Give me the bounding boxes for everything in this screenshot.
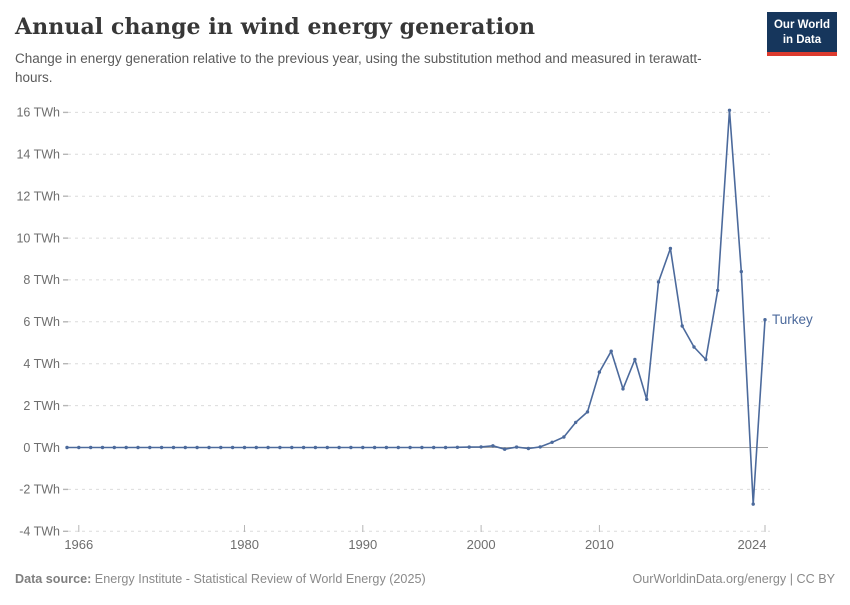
data-point[interactable] bbox=[301, 445, 306, 450]
data-point[interactable] bbox=[290, 445, 294, 450]
data-point[interactable] bbox=[77, 445, 81, 450]
data-point[interactable] bbox=[183, 445, 187, 450]
y-axis-label: 2 TWh bbox=[23, 399, 60, 413]
owid-logo-line1: Our World bbox=[773, 19, 830, 31]
data-point[interactable] bbox=[716, 288, 720, 293]
y-axis-label: 4 TWh bbox=[23, 357, 60, 371]
data-point[interactable] bbox=[136, 445, 140, 450]
data-point[interactable] bbox=[680, 324, 684, 328]
data-point[interactable] bbox=[491, 444, 495, 448]
x-axis: 1966 1980 1990 2000 2010 2024 bbox=[64, 525, 766, 552]
data-point[interactable] bbox=[384, 445, 389, 450]
data-point[interactable] bbox=[65, 445, 69, 450]
data-point[interactable] bbox=[207, 445, 211, 450]
owid-logo: Our World in Data bbox=[766, 12, 837, 56]
data-point[interactable] bbox=[597, 370, 602, 374]
data-point[interactable] bbox=[467, 445, 471, 449]
y-axis-label: 10 TWh bbox=[16, 231, 60, 245]
data-point[interactable] bbox=[159, 445, 164, 450]
owid-credit-link: OurWorldinData.org/energy | CC BY bbox=[632, 572, 835, 586]
y-axis-label: 12 TWh bbox=[16, 190, 60, 204]
data-point[interactable] bbox=[538, 445, 542, 449]
data-point[interactable] bbox=[668, 246, 673, 251]
data-point[interactable] bbox=[739, 269, 743, 274]
owid-logo-line2: in Data bbox=[782, 33, 822, 46]
data-point[interactable] bbox=[148, 445, 152, 450]
data-point[interactable] bbox=[514, 445, 519, 449]
data-source-note: Data source: Energy Institute - Statisti… bbox=[15, 572, 426, 586]
data-point[interactable] bbox=[112, 445, 117, 450]
data-point[interactable] bbox=[645, 397, 649, 401]
data-point[interactable] bbox=[455, 445, 460, 449]
data-point[interactable] bbox=[195, 445, 199, 450]
data-point[interactable] bbox=[266, 445, 270, 450]
data-point[interactable] bbox=[704, 357, 708, 362]
y-axis-label: 14 TWh bbox=[16, 148, 60, 162]
data-point[interactable] bbox=[585, 410, 590, 414]
x-axis-label: 2024 bbox=[738, 537, 767, 552]
data-point[interactable] bbox=[503, 447, 507, 451]
y-gridlines-and-labels: -4 TWh -2 TWh 0 TWh 2 TWh 4 TWh 6 TWh 8 TWh 10 … bbox=[16, 106, 770, 539]
data-point[interactable] bbox=[89, 445, 93, 450]
x-axis-label: 1966 bbox=[64, 537, 93, 552]
data-point[interactable] bbox=[124, 445, 128, 450]
data-source-text: Energy Institute - Statistical Review of… bbox=[94, 572, 426, 586]
data-point[interactable] bbox=[609, 349, 613, 353]
data-point[interactable] bbox=[562, 435, 566, 439]
data-source-label: Data source: bbox=[15, 572, 92, 586]
entity-label-turkey[interactable]: Turkey bbox=[772, 312, 813, 327]
chart-subtitle: Change in energy generation relative to … bbox=[15, 51, 702, 86]
chart-header: Annual change in wind energy generation … bbox=[15, 14, 760, 87]
y-axis-label: 6 TWh bbox=[23, 315, 60, 329]
data-point[interactable] bbox=[420, 445, 424, 450]
y-axis-label: -4 TWh bbox=[19, 525, 60, 539]
data-point[interactable] bbox=[479, 445, 483, 449]
data-point[interactable] bbox=[349, 445, 353, 450]
chart-footer: Data source: Energy Institute - Statisti… bbox=[15, 572, 835, 586]
y-axis-label: 8 TWh bbox=[23, 273, 60, 287]
y-axis-label: -2 TWh bbox=[19, 483, 60, 497]
data-point[interactable] bbox=[313, 445, 318, 450]
x-axis-label: 1980 bbox=[230, 537, 259, 552]
data-point[interactable] bbox=[727, 108, 732, 113]
data-point[interactable] bbox=[763, 318, 767, 322]
data-point[interactable] bbox=[230, 445, 235, 450]
data-point[interactable] bbox=[254, 445, 258, 450]
data-point[interactable] bbox=[633, 357, 637, 362]
x-axis-label: 2010 bbox=[585, 537, 614, 552]
data-point[interactable] bbox=[656, 280, 661, 284]
data-point[interactable] bbox=[526, 446, 531, 451]
x-axis-label: 2000 bbox=[467, 537, 496, 552]
data-point[interactable] bbox=[372, 445, 377, 450]
data-point[interactable] bbox=[574, 420, 578, 425]
data-point[interactable] bbox=[325, 445, 329, 450]
data-point[interactable] bbox=[242, 445, 247, 450]
data-point[interactable] bbox=[432, 445, 436, 450]
data-point[interactable] bbox=[621, 387, 625, 391]
turkey-data-points[interactable] bbox=[65, 108, 767, 506]
y-axis-label: 0 TWh bbox=[23, 441, 60, 455]
data-point[interactable] bbox=[408, 445, 412, 450]
turkey-line[interactable] bbox=[66, 109, 766, 505]
data-point[interactable] bbox=[219, 445, 223, 450]
data-point[interactable] bbox=[550, 440, 554, 444]
data-point[interactable] bbox=[692, 345, 696, 349]
data-point[interactable] bbox=[171, 445, 176, 450]
data-point[interactable] bbox=[278, 445, 282, 450]
data-point[interactable] bbox=[361, 445, 365, 450]
data-point[interactable] bbox=[443, 445, 448, 450]
y-axis-label: 16 TWh bbox=[16, 106, 60, 120]
data-point[interactable] bbox=[337, 445, 341, 450]
data-point[interactable] bbox=[396, 445, 400, 450]
data-point[interactable] bbox=[100, 445, 105, 450]
chart-title: Annual change in wind energy generation bbox=[15, 14, 536, 40]
data-point[interactable] bbox=[751, 502, 755, 506]
x-axis-label: 1990 bbox=[348, 537, 377, 552]
